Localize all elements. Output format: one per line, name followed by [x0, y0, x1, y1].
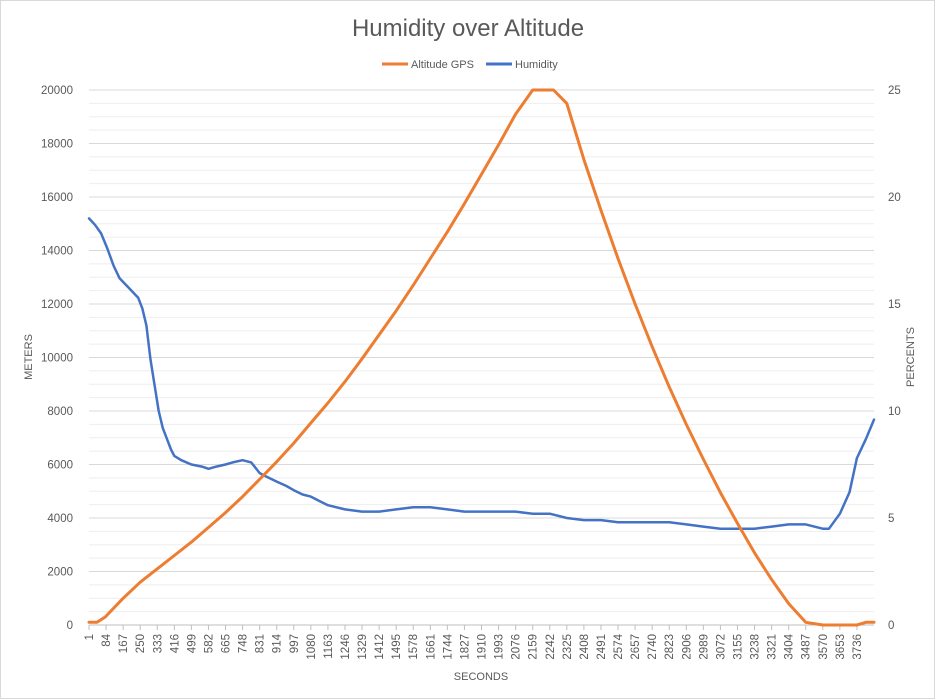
x-tick-label: 1578	[408, 634, 420, 660]
y-left-tick-label: 20000	[41, 85, 73, 97]
chart-title: Humidity over Altitude	[352, 15, 584, 42]
y-left-axis-title: METERS	[23, 334, 35, 380]
y-left-tick-label: 16000	[41, 192, 73, 204]
x-tick-label: 3072	[715, 634, 727, 660]
x-tick-label: 3321	[767, 634, 779, 660]
x-tick-label: 1495	[391, 634, 403, 660]
series-line-humidity	[87, 217, 876, 530]
y-right-axis: 0 5 10 15 20 25	[888, 85, 901, 632]
x-tick-label: 1827	[459, 634, 471, 660]
x-tick-label: 499	[186, 634, 198, 653]
x-tick-label: 831	[255, 634, 267, 653]
y-right-tick-label: 10	[888, 406, 901, 418]
x-tick-label: 1329	[357, 634, 369, 660]
x-tick-label: 250	[135, 634, 147, 653]
y-right-tick-label: 20	[888, 192, 901, 204]
x-tick-label: 416	[169, 634, 181, 653]
y-left-tick-label: 8000	[47, 406, 73, 418]
legend-label-altitude: Altitude GPS	[411, 59, 474, 71]
y-left-tick-label: 4000	[47, 513, 73, 525]
x-axis: 1 84 167 250 333 416 499 582 665 748 831 914 997 1080…	[84, 624, 874, 660]
y-right-tick-label: 15	[888, 299, 901, 311]
y-left-tick-label: 14000	[41, 246, 73, 258]
y-left-tick-label: 0	[67, 620, 73, 632]
x-tick-label: 3238	[750, 634, 762, 660]
x-tick-label: 167	[118, 634, 130, 653]
x-tick-label: 2325	[562, 634, 574, 660]
x-tick-label: 1412	[374, 634, 386, 660]
legend-label-humidity: Humidity	[515, 59, 558, 71]
y-left-tick-label: 6000	[47, 460, 73, 472]
x-tick-label: 84	[101, 633, 113, 646]
y-left-axis: 0 2000 4000 6000 8000 10000 12000 14000 16000 180…	[41, 85, 73, 632]
x-tick-label: 3736	[852, 634, 864, 660]
x-tick-label: 2159	[528, 634, 540, 660]
x-tick-label: 997	[289, 634, 301, 653]
x-tick-label: 2823	[664, 634, 676, 660]
x-tick-label: 1910	[477, 634, 489, 660]
x-tick-label: 333	[152, 634, 164, 653]
x-tick-label: 2906	[681, 634, 693, 660]
x-tick-label: 3487	[801, 634, 813, 660]
y-right-tick-label: 0	[888, 620, 894, 632]
x-tick-label: 3570	[818, 634, 830, 660]
x-axis-title: SECONDS	[454, 671, 508, 683]
y-right-axis-title: PERCENTS	[905, 327, 917, 387]
x-tick-label: 2242	[545, 634, 557, 660]
x-tick-label: 1163	[323, 634, 335, 659]
x-tick-label: 1080	[306, 634, 318, 660]
y-right-tick-label: 25	[888, 85, 901, 97]
gridlines	[89, 89, 874, 626]
x-tick-label: 2076	[511, 634, 523, 660]
x-tick-label: 1993	[494, 634, 506, 660]
y-left-tick-label: 18000	[41, 139, 73, 151]
y-left-tick-label: 12000	[41, 299, 73, 311]
x-tick-label: 2989	[698, 634, 710, 660]
x-tick-label: 1744	[442, 633, 454, 659]
x-tick-label: 2657	[630, 634, 642, 660]
x-tick-label: 3404	[784, 633, 796, 659]
x-tick-label: 914	[272, 633, 284, 653]
x-tick-label: 1661	[425, 634, 437, 660]
x-tick-label: 2740	[647, 634, 659, 660]
legend: Altitude GPS Humidity	[382, 59, 558, 71]
x-tick-label: 2574	[613, 633, 625, 659]
y-left-tick-label: 10000	[41, 353, 73, 365]
x-tick-label: 2491	[596, 634, 608, 660]
x-tick-label: 1	[84, 634, 96, 640]
y-left-tick-label: 2000	[47, 567, 73, 579]
x-tick-label: 1246	[340, 634, 352, 660]
series-layer	[87, 88, 876, 627]
y-right-tick-label: 5	[888, 513, 894, 525]
x-tick-label: 2408	[579, 634, 591, 660]
x-tick-label: 748	[238, 634, 250, 653]
x-tick-label: 582	[203, 634, 215, 653]
x-tick-label: 665	[221, 634, 233, 653]
series-line-altitude-gps	[87, 88, 876, 627]
x-tick-label: 3653	[835, 634, 847, 660]
x-tick-label: 3155	[732, 634, 744, 660]
